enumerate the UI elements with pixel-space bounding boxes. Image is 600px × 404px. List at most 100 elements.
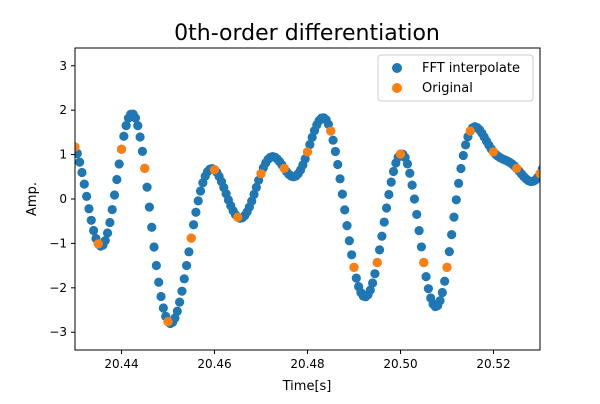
fft-point: [337, 189, 347, 199]
fft-point: [86, 215, 96, 225]
fft-point: [421, 272, 431, 282]
fft-point: [370, 269, 380, 279]
fft-point: [340, 205, 350, 215]
fft-point: [407, 180, 417, 190]
fft-point: [300, 154, 310, 164]
original-point: [512, 163, 522, 173]
fft-point: [368, 278, 378, 288]
fft-point: [405, 168, 415, 178]
original-point: [419, 257, 429, 268]
original-point: [395, 149, 406, 159]
fft-point: [545, 148, 554, 157]
original-point: [465, 126, 475, 136]
y-axis-label: Amp.: [25, 182, 40, 216]
fft-point: [412, 209, 422, 220]
fft-point: [156, 291, 166, 302]
fft-point: [344, 236, 354, 246]
original-point: [279, 163, 289, 173]
fft-point: [554, 136, 563, 145]
fft-point: [444, 247, 454, 257]
fft-point: [179, 274, 189, 284]
fft-point: [109, 190, 120, 200]
original-point: [75, 142, 80, 152]
fft-point: [102, 228, 113, 238]
fft-point: [142, 182, 152, 192]
fft-point: [328, 135, 338, 145]
fft-point: [158, 303, 168, 313]
fft-point: [105, 217, 115, 228]
legend: FFT interpolate Original: [377, 54, 534, 102]
original-point: [140, 163, 150, 173]
fft-point: [184, 247, 194, 257]
fft-point: [416, 242, 427, 252]
x-tick-label: 20.48: [290, 357, 324, 371]
fft-point: [374, 245, 385, 255]
fft-point: [556, 138, 565, 147]
original-point: [233, 212, 243, 222]
fft-point: [423, 284, 433, 294]
y-tick-label: 1: [59, 148, 67, 162]
fft-point: [114, 159, 124, 169]
fft-point: [365, 285, 375, 295]
x-tick-label: 20.50: [383, 357, 417, 371]
fft-point: [386, 177, 396, 187]
y-tick-label: 2: [59, 103, 67, 117]
fft-point: [119, 131, 129, 141]
original-point: [116, 144, 127, 154]
fft-point: [456, 163, 466, 174]
fft-point: [77, 167, 87, 178]
fft-point: [333, 159, 343, 170]
fft-point: [414, 226, 424, 236]
original-point: [302, 147, 313, 157]
fft-point: [402, 159, 413, 169]
fft-point: [388, 166, 399, 177]
fft-point: [147, 222, 157, 232]
y-tick-label: −2: [49, 281, 67, 295]
fft-point: [347, 250, 357, 260]
fft-point: [381, 203, 392, 213]
fft-point: [172, 306, 182, 316]
fft-point: [191, 207, 201, 217]
original-point: [256, 169, 266, 179]
chart-title: 0th-order differentiation: [174, 21, 440, 46]
original-point: [163, 316, 173, 327]
fft-point: [447, 230, 457, 240]
legend-marker-fft: [392, 63, 402, 73]
fft-point: [251, 182, 261, 192]
y-tick-label: 3: [59, 59, 67, 73]
fft-point: [451, 195, 461, 205]
fft-point: [461, 140, 471, 150]
fft-point: [440, 276, 450, 286]
fft-point: [133, 121, 143, 131]
fft-point: [377, 231, 387, 241]
original-point: [488, 147, 499, 157]
original-point: [349, 262, 359, 272]
fft-point: [384, 189, 394, 200]
fft-point: [458, 150, 468, 161]
fft-point: [107, 204, 117, 215]
fft-point: [435, 296, 445, 306]
x-axis-label: Time[s]: [282, 379, 332, 394]
fft-point: [130, 113, 141, 123]
fft-point: [305, 140, 315, 150]
fft-point: [75, 157, 85, 167]
fft-point: [89, 225, 99, 236]
fft-point: [151, 260, 161, 271]
x-axis: 20.44 20.46 20.48 20.50 20.52: [104, 350, 511, 371]
fft-point: [454, 178, 464, 188]
fft-point: [193, 196, 203, 206]
fft-point: [351, 273, 361, 283]
fft-point: [100, 236, 110, 246]
fft-point: [542, 153, 551, 162]
plot-area: [75, 109, 565, 329]
fft-point: [552, 137, 561, 146]
y-axis: −3 −2 −1 0 1 2 3: [49, 59, 75, 339]
fft-point: [330, 146, 340, 157]
fft-point: [379, 217, 389, 227]
fft-point: [177, 286, 187, 296]
legend-label-original: Original: [422, 81, 473, 96]
original-point: [209, 165, 220, 175]
fft-point: [449, 212, 459, 222]
original-point: [535, 169, 540, 179]
